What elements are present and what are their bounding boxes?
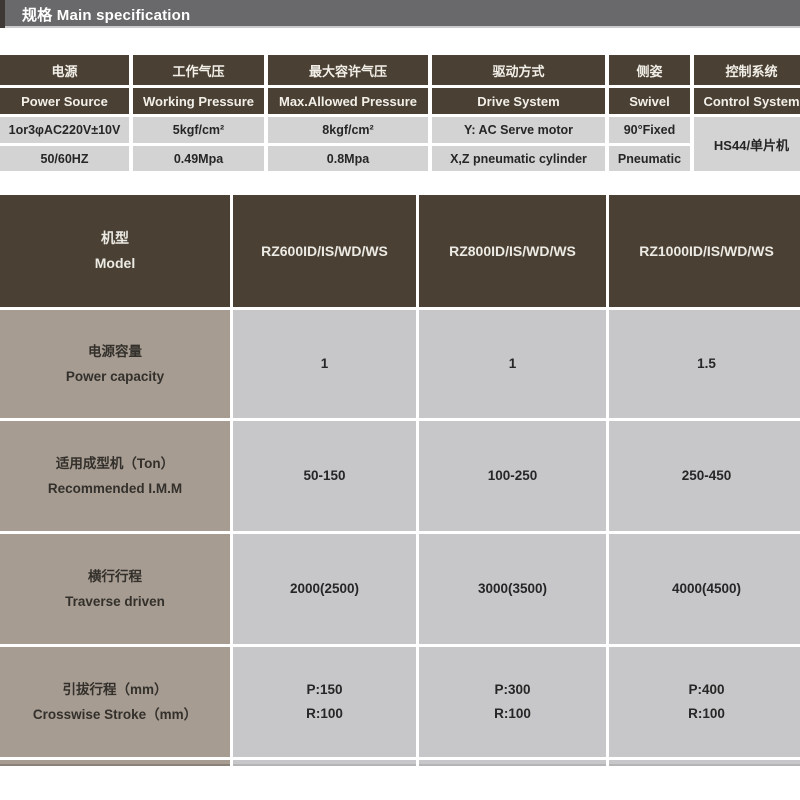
spec-cell-swivel-2: Pneumatic bbox=[609, 146, 690, 171]
spec-header-control-en: Control System bbox=[694, 88, 800, 114]
clipped-row-cell-2 bbox=[419, 760, 606, 766]
spec-header-max-pressure-zh: 最大容许气压 bbox=[268, 55, 428, 85]
spec-header-drive-en: Drive System bbox=[432, 88, 605, 114]
clipped-row-cell-1 bbox=[233, 760, 416, 766]
spec-cell-power-2: 50/60HZ bbox=[0, 146, 129, 171]
spec-header-swivel-en: Swivel bbox=[609, 88, 690, 114]
spec-header-swivel-zh: 侧姿 bbox=[609, 55, 690, 85]
title-bar-accent bbox=[0, 0, 5, 28]
row-label-traverse-driven-en: Traverse driven bbox=[65, 594, 165, 609]
row-label-recommended-imm-zh: 适用成型机（Ton） bbox=[55, 456, 175, 471]
spec-table: 电源 工作气压 最大容许气压 驱动方式 侧姿 控制系统 Power Source… bbox=[0, 55, 800, 171]
spec-header-max-pressure-en: Max.Allowed Pressure bbox=[268, 88, 428, 114]
spec-cell-swivel-1: 90°Fixed bbox=[609, 117, 690, 143]
spec-cell-power-1: 1or3φAC220V±10V bbox=[0, 117, 129, 143]
cell-power-capacity-rz600: 1 bbox=[233, 310, 416, 418]
model-header-label-en: Model bbox=[94, 255, 136, 271]
spec-cell-working-pressure-2: 0.49Mpa bbox=[133, 146, 264, 171]
spec-cell-drive-1: Y: AC Serve motor bbox=[432, 117, 605, 143]
spec-cell-max-pressure-1: 8kgf/cm² bbox=[268, 117, 428, 143]
cell-crosswise-stroke-rz800: P:300 R:100 bbox=[419, 647, 606, 757]
cell-traverse-driven-rz600: 2000(2500) bbox=[233, 534, 416, 644]
model-header-label: 机型 Model bbox=[0, 195, 230, 307]
spec-header-working-pressure-zh: 工作气压 bbox=[133, 55, 264, 85]
model-header-rz600: RZ600ID/IS/WD/WS bbox=[233, 195, 416, 307]
spec-header-drive-zh: 驱动方式 bbox=[432, 55, 605, 85]
section-title-bar: 规格 Main specification bbox=[0, 0, 800, 28]
spec-header-power-en: Power Source bbox=[0, 88, 129, 114]
cell-power-capacity-rz800: 1 bbox=[419, 310, 606, 418]
spec-cell-working-pressure-1: 5kgf/cm² bbox=[133, 117, 264, 143]
spec-cell-max-pressure-2: 0.8Mpa bbox=[268, 146, 428, 171]
spec-header-power-zh: 电源 bbox=[0, 55, 129, 85]
row-label-power-capacity-zh: 电源容量 bbox=[88, 344, 142, 359]
spec-cell-control-system: HS44/单片机 bbox=[694, 117, 800, 171]
cell-recommended-imm-rz800: 100-250 bbox=[419, 421, 606, 531]
cell-power-capacity-rz1000: 1.5 bbox=[609, 310, 800, 418]
clipped-row-cell-3 bbox=[609, 760, 800, 766]
model-header-label-zh: 机型 bbox=[101, 230, 129, 246]
cell-recommended-imm-rz600: 50-150 bbox=[233, 421, 416, 531]
spec-header-control-zh: 控制系统 bbox=[694, 55, 800, 85]
row-label-traverse-driven: 横行行程 Traverse driven bbox=[0, 534, 230, 644]
cell-traverse-driven-rz800: 3000(3500) bbox=[419, 534, 606, 644]
page-title: 规格 Main specification bbox=[22, 6, 191, 24]
model-header-rz1000: RZ1000ID/IS/WD/WS bbox=[609, 195, 800, 307]
cell-crosswise-stroke-rz1000: P:400 R:100 bbox=[609, 647, 800, 757]
row-label-power-capacity-en: Power capacity bbox=[65, 369, 165, 384]
clipped-row-label bbox=[0, 760, 230, 766]
row-label-crosswise-stroke: 引拔行程（mm） Crosswise Stroke（mm） bbox=[0, 647, 230, 757]
row-label-recommended-imm: 适用成型机（Ton） Recommended I.M.M bbox=[0, 421, 230, 531]
model-header-rz800: RZ800ID/IS/WD/WS bbox=[419, 195, 606, 307]
model-table: 机型 Model RZ600ID/IS/WD/WS RZ800ID/IS/WD/… bbox=[0, 195, 800, 766]
row-label-recommended-imm-en: Recommended I.M.M bbox=[47, 481, 183, 496]
row-label-crosswise-stroke-zh: 引拔行程（mm） bbox=[62, 682, 168, 697]
row-label-crosswise-stroke-en: Crosswise Stroke（mm） bbox=[32, 707, 198, 722]
row-label-traverse-driven-zh: 横行行程 bbox=[88, 569, 142, 584]
spec-header-working-pressure-en: Working Pressure bbox=[133, 88, 264, 114]
cell-traverse-driven-rz1000: 4000(4500) bbox=[609, 534, 800, 644]
cell-recommended-imm-rz1000: 250-450 bbox=[609, 421, 800, 531]
row-label-power-capacity: 电源容量 Power capacity bbox=[0, 310, 230, 418]
spec-cell-drive-2: X,Z pneumatic cylinder bbox=[432, 146, 605, 171]
cell-crosswise-stroke-rz600: P:150 R:100 bbox=[233, 647, 416, 757]
